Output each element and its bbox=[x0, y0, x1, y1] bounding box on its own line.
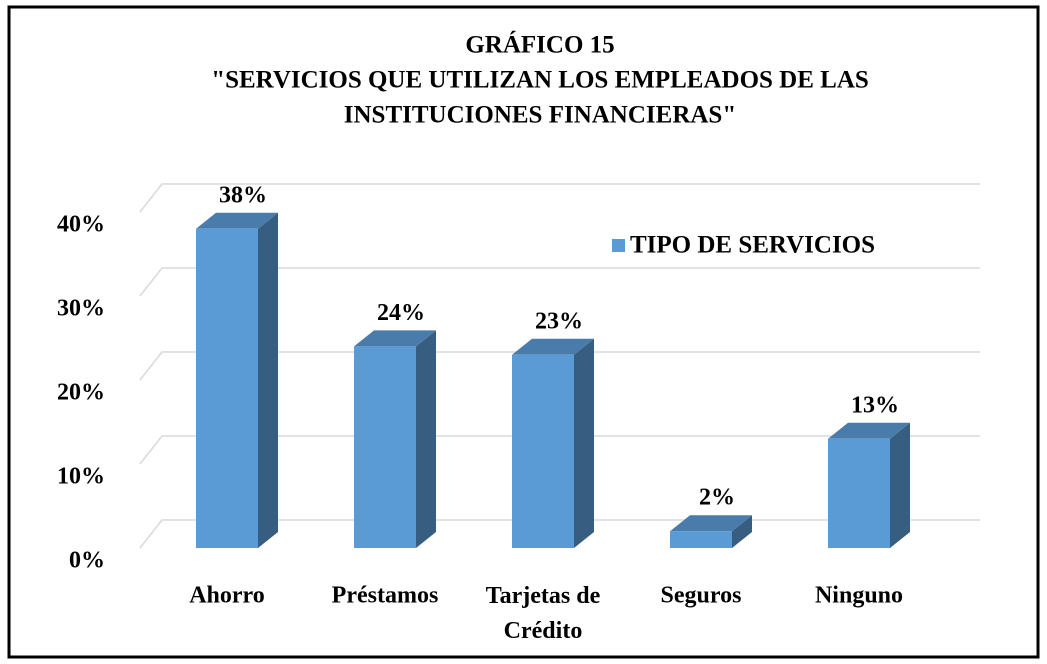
bar-face bbox=[732, 515, 752, 548]
bar bbox=[670, 515, 752, 548]
bar bbox=[354, 330, 436, 548]
y-tick-label: 20% bbox=[57, 380, 105, 406]
y-tick-label: 30% bbox=[57, 296, 105, 322]
data-label: 13% bbox=[851, 392, 899, 418]
legend-swatch bbox=[612, 239, 625, 252]
bar-face bbox=[512, 338, 594, 355]
y-tick-label: 40% bbox=[57, 212, 105, 238]
bar-face bbox=[512, 354, 574, 548]
bar-face bbox=[670, 515, 752, 532]
y-tick-label: 0% bbox=[69, 548, 105, 574]
data-label: 38% bbox=[219, 182, 267, 208]
chart-title: GRÁFICO 15 bbox=[465, 31, 614, 59]
bar bbox=[196, 212, 278, 549]
grid-line bbox=[139, 351, 980, 381]
data-label: 2% bbox=[699, 485, 735, 511]
bar-face bbox=[354, 330, 436, 347]
bar-face bbox=[196, 228, 258, 549]
chart-title: "SERVICIOS QUE UTILIZAN LOS EMPLEADOS DE… bbox=[211, 67, 869, 94]
x-tick-label: Ninguno bbox=[815, 583, 903, 609]
bar-face bbox=[670, 531, 732, 548]
bar-face bbox=[258, 212, 278, 549]
bar-face bbox=[416, 330, 436, 548]
bar-face bbox=[828, 438, 890, 548]
x-tick-label: Préstamos bbox=[332, 583, 439, 609]
x-tick-label: Seguros bbox=[661, 583, 742, 609]
bar bbox=[828, 422, 910, 548]
bar-face bbox=[890, 422, 910, 548]
x-tick-label: Tarjetas de Crédito bbox=[486, 583, 601, 644]
x-tick-label: Ahorro bbox=[189, 583, 265, 609]
bar-face bbox=[828, 422, 910, 439]
grid-line bbox=[139, 183, 980, 213]
legend-label: TIPO DE SERVICIOS bbox=[630, 232, 875, 259]
grid-line bbox=[139, 267, 980, 297]
bar-face bbox=[196, 212, 278, 229]
data-label: 23% bbox=[535, 308, 583, 334]
bar-face bbox=[354, 346, 416, 548]
bar bbox=[512, 338, 594, 548]
y-tick-label: 10% bbox=[57, 464, 105, 490]
chart-title: INSTITUCIONES FINANCIERAS" bbox=[344, 102, 736, 129]
frame bbox=[7, 5, 1040, 659]
bar-face bbox=[574, 338, 594, 548]
data-label: 24% bbox=[377, 300, 425, 326]
grid-line bbox=[139, 435, 980, 465]
